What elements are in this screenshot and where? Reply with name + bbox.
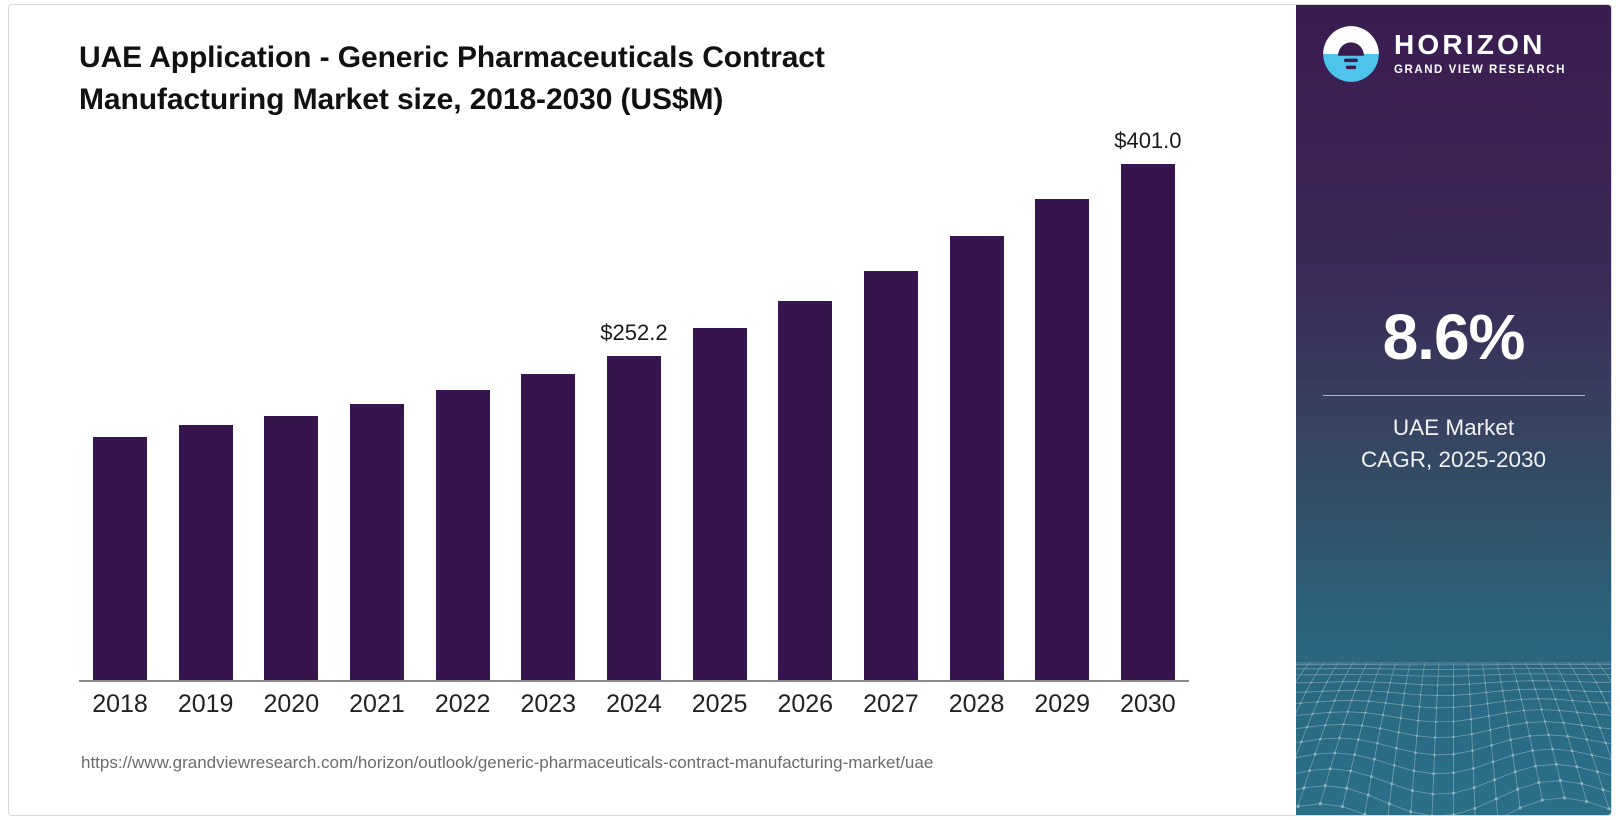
chart-panel: UAE Application - Generic Pharmaceutical… — [9, 5, 1254, 815]
page-title: UAE Application - Generic Pharmaceutical… — [79, 37, 1139, 121]
x-tick-2029: 2029 — [1034, 690, 1091, 718]
bar-slot — [944, 140, 1010, 680]
bar-slot — [173, 140, 239, 680]
bar-2028[interactable] — [949, 236, 1004, 680]
x-tick-2026: 2026 — [777, 690, 834, 718]
bar-2022[interactable] — [435, 390, 490, 680]
bar-2025[interactable] — [692, 328, 747, 680]
bar-2026[interactable] — [778, 301, 833, 680]
cagr-caption-line-2: CAGR, 2025-2030 — [1360, 446, 1547, 472]
bar-slot — [258, 140, 324, 680]
bar-2030[interactable] — [1120, 164, 1175, 680]
bar-value-label: $252.2 — [600, 320, 668, 345]
bar-slot — [87, 140, 153, 680]
bar-chart-plot-area: $252.2 $401.0 — [79, 128, 1189, 680]
bar-slot — [344, 140, 410, 680]
brand-sidebar: HORIZON GRAND VIEW RESEARCH 8.6% UAE Mar… — [1296, 5, 1611, 815]
bar-slot — [1029, 140, 1095, 680]
bar-slot: $401.0 — [1114, 128, 1182, 680]
bar-slot — [858, 140, 924, 680]
x-tick-2021: 2021 — [349, 690, 405, 718]
bar-2018[interactable] — [93, 437, 147, 680]
x-tick-2030: 2030 — [1120, 690, 1176, 718]
cagr-caption-line-1: UAE Market — [1392, 415, 1515, 440]
bar-slot: $252.2 — [600, 140, 668, 680]
bar-2019[interactable] — [178, 425, 233, 680]
bar-2029[interactable] — [1035, 199, 1090, 680]
logo-title: HORIZON — [1394, 29, 1546, 61]
x-axis-tick-labels: 2018 2019 2020 2021 2022 2023 2024 2025 2026 2027… — [79, 690, 1189, 719]
bar-2024[interactable] — [606, 356, 661, 680]
x-tick-2025: 2025 — [691, 690, 748, 718]
x-tick-2028: 2028 — [948, 690, 1005, 718]
x-axis-line — [79, 680, 1189, 682]
x-tick-2019: 2019 — [177, 690, 234, 718]
content-frame: UAE Application - Generic Pharmaceutical… — [8, 4, 1612, 816]
wireframe-mesh-icon — [1296, 662, 1611, 815]
bar-2021[interactable] — [349, 404, 404, 680]
divider — [1322, 395, 1585, 396]
bar-slot — [687, 140, 753, 680]
bar-slot — [430, 140, 496, 680]
x-tick-2027: 2027 — [863, 690, 919, 718]
bar-2027[interactable] — [863, 271, 918, 680]
cagr-caption: UAE Market CAGR, 2025-2030 — [1296, 412, 1611, 476]
bar-2020[interactable] — [264, 416, 319, 680]
bar-series: $252.2 $401.0 — [79, 128, 1189, 680]
chart-title-line-1: UAE Application - Generic Pharmaceutical… — [79, 41, 825, 74]
bar-slot — [515, 140, 581, 680]
horizon-sunrise-logo-icon — [1323, 26, 1379, 82]
source-url[interactable]: https://www.grandviewresearch.com/horizo… — [81, 753, 934, 772]
chart-title-line-2: Manufacturing Market size, 2018-2030 (US… — [79, 83, 724, 116]
logo-wordmark: HORIZON GRAND VIEW RESEARCH — [1394, 31, 1566, 77]
logo-subtitle: GRAND VIEW RESEARCH — [1394, 64, 1566, 77]
x-tick-2022: 2022 — [434, 690, 491, 718]
bar-value-label: $401.0 — [1114, 128, 1182, 153]
cagr-block: 8.6% UAE Market CAGR, 2025-2030 — [1296, 305, 1611, 476]
x-tick-2018: 2018 — [92, 690, 148, 718]
bar-2023[interactable] — [521, 374, 576, 680]
x-tick-2024: 2024 — [606, 690, 662, 718]
horizon-logo[interactable]: HORIZON GRAND VIEW RESEARCH — [1322, 25, 1566, 83]
cagr-value: 8.6% — [1382, 301, 1526, 373]
x-tick-2023: 2023 — [520, 690, 577, 718]
x-tick-2020: 2020 — [263, 690, 320, 718]
bar-slot — [772, 140, 838, 680]
